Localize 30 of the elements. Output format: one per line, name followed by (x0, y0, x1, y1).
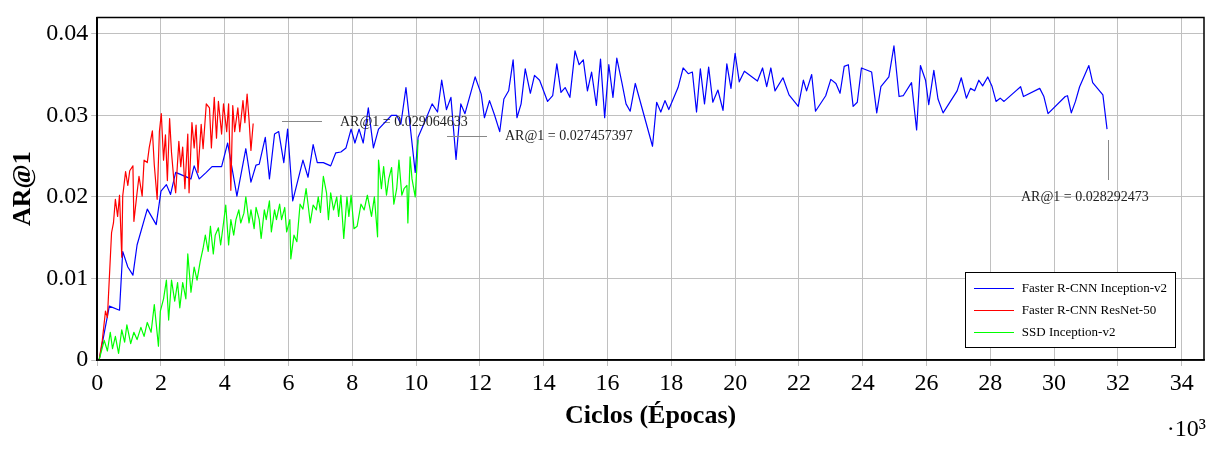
x-tick-label: 24 (850, 368, 875, 395)
x-tick-label: 30 (1042, 368, 1067, 395)
x-tick-label: 10 (404, 368, 429, 395)
x-tick-label: 8 (346, 368, 359, 395)
y-tick-label: 0 (76, 345, 89, 372)
x-tick-label: 12 (467, 368, 492, 395)
legend-label: Faster R-CNN ResNet-50 (1021, 302, 1157, 318)
x-tick-label: 2 (154, 368, 167, 395)
y-tick-label: 0.02 (46, 182, 89, 209)
x-tick-label: 34 (1169, 368, 1194, 395)
x-tick-label: 18 (659, 368, 684, 395)
x-tick-label: 16 (595, 368, 620, 395)
annotation: AR@1 = 0.028292473 (1021, 189, 1149, 205)
legend-label: SSD Inception-v2 (1021, 324, 1116, 340)
annotation: AR@1 = 0.027457397 (505, 128, 633, 144)
x-tick-label: 20 (723, 368, 748, 395)
y-tick-label: 0.04 (46, 19, 89, 46)
y-tick-label: 0.01 (46, 263, 89, 290)
x-tick-label: 32 (1105, 368, 1130, 395)
x-tick-label: 4 (218, 368, 231, 395)
x-tick-label: 22 (786, 368, 811, 395)
x-axis-title: Ciclos (Épocas) (565, 400, 737, 430)
x-tick-label: 14 (531, 368, 556, 395)
y-axis-title: AR@1 (7, 151, 37, 227)
x-tick-label: 6 (282, 368, 295, 395)
x-tick-label: 28 (978, 368, 1003, 395)
y-tick-label: 0.03 (46, 100, 89, 127)
text: ·10³ (1166, 414, 1206, 442)
legend-label: Faster R-CNN Inception-v2 (1021, 280, 1167, 296)
x-tick-label: 26 (914, 368, 939, 395)
